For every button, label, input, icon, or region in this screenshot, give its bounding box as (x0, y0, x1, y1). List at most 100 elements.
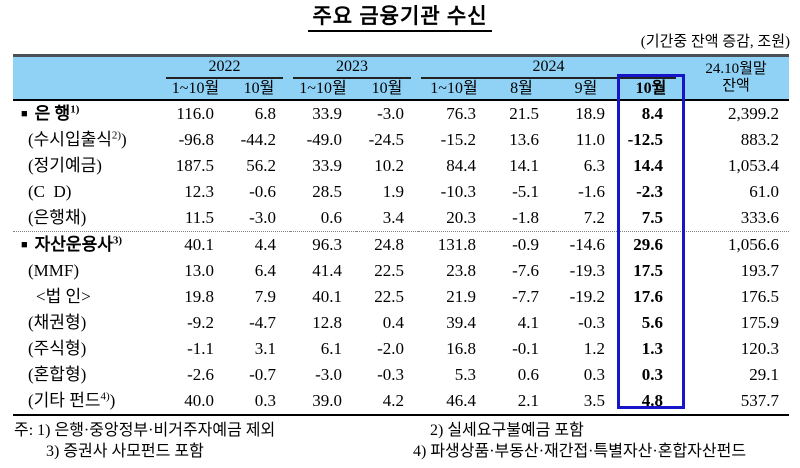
table-row: (수시입출식2)) -96.8 -44.2 -49.0 -24.5 -15.2 13.6 11… (13, 127, 789, 153)
cell-value: 22.5 (374, 287, 404, 306)
cell-value: 39.4 (446, 313, 476, 332)
cell-value: 12.3 (184, 182, 214, 201)
cell-value: 18.9 (575, 104, 605, 123)
cell-value: 33.9 (312, 156, 342, 175)
cell-balance: 176.5 (740, 287, 779, 306)
cell-october-highlight: 1.3 (641, 339, 663, 358)
cell-value: -19.2 (569, 287, 605, 306)
cell-value: 76.3 (446, 104, 476, 123)
cell-value: 116.0 (176, 104, 214, 123)
cell-value: 3.4 (382, 208, 404, 227)
cell-value: 41.4 (312, 261, 342, 280)
cell-october-highlight: 7.5 (641, 208, 663, 227)
row-label: (채권형) (13, 310, 163, 336)
cell-value: 22.5 (374, 261, 404, 280)
row-label: (주식형) (13, 336, 163, 362)
cell-value: 16.8 (446, 339, 476, 358)
cell-value: -96.8 (178, 130, 214, 149)
year-label: 2024 (421, 57, 676, 79)
year-label: 2022 (166, 57, 283, 79)
cell-value: 6.3 (583, 156, 605, 175)
cell-october-highlight: 17.5 (633, 261, 663, 280)
footnote-ref: 3) (112, 234, 123, 247)
table-row: ■ 자산운용사3) 40.1 4.4 96.3 24.8 131.8 -0.9 -14.6 29.… (13, 231, 789, 258)
month-header: 9월 (553, 79, 619, 101)
cell-value: 4.2 (356, 388, 418, 416)
cell-value: 13.6 (509, 130, 539, 149)
cell-value: 28.5 (312, 182, 342, 201)
footnote-ref: 1) (70, 103, 80, 116)
table-row: ■ 은 행1) 116.0 6.8 33.9 -3.0 76.3 21.5 18.9 8.4 2,3… (13, 100, 789, 127)
row-label: (MMF) (13, 258, 163, 284)
cell-balance: 120.3 (740, 339, 779, 358)
cell-value: -7.6 (512, 261, 539, 280)
row-label: ■ 자산운용사3) (13, 231, 163, 258)
row-label-text: (은행채) (28, 208, 87, 227)
cell-value: 46.4 (418, 388, 490, 416)
cell-value: -4.7 (249, 313, 276, 332)
cell-value: 33.9 (312, 104, 342, 123)
table-row: (채권형) -9.2 -4.7 12.8 0.4 39.4 4.1 -0.3 5.6 175.9 (13, 310, 789, 336)
cell-value: -14.6 (553, 231, 619, 258)
cell-value: 23.8 (446, 261, 476, 280)
cell-value: 39.0 (290, 388, 356, 416)
cell-value: 13.0 (184, 261, 214, 280)
month-header: 10월 (228, 79, 290, 101)
table-row: (MMF) 13.0 6.4 41.4 22.5 23.8 -7.6 -19.3 17.5 193… (13, 258, 789, 284)
cell-value: -1.8 (512, 208, 539, 227)
cell-october-highlight: 5.6 (641, 313, 663, 332)
cell-value: 40.1 (312, 287, 342, 306)
cell-balance: 1,056.6 (683, 231, 789, 258)
cell-value: 21.5 (509, 104, 539, 123)
row-label-text: (혼합형) (28, 365, 87, 384)
cell-balance: 175.9 (740, 313, 779, 332)
table-row: (기타 펀드4)) 40.0 0.3 39.0 4.2 46.4 2.1 3.5 4.8 537.… (13, 388, 789, 416)
row-label: (은행채) (13, 205, 163, 232)
month-header-highlighted: 10월 (619, 79, 683, 101)
balance-header-line2: 잔액 (722, 78, 750, 94)
cell-value: -0.1 (512, 339, 539, 358)
cell-value: 24.8 (356, 231, 418, 258)
footnote-line-1: 주: 1) 은행·중앙정부·비거주자예금 제외 2) 실세요구불예금 포함 (14, 420, 800, 441)
cell-value: 20.3 (446, 208, 476, 227)
cell-value: -3.0 (315, 365, 342, 384)
cell-october-highlight: -2.3 (636, 182, 663, 201)
row-label-text: <법 인> (36, 287, 91, 306)
cell-value: -5.1 (512, 182, 539, 201)
cell-value: 1.2 (583, 339, 605, 358)
cell-value: 10.2 (374, 156, 404, 175)
footnote-3: 3) 증권사 사모펀드 포함 (46, 443, 204, 460)
table-row: (주식형) -1.1 3.1 6.1 -2.0 16.8 -0.1 1.2 1.3 120.3 (13, 336, 789, 362)
month-header: 1~10월 (290, 79, 356, 101)
cell-value: 4.1 (517, 313, 539, 332)
deposits-table-wrap: 2022 2023 2024 24.10월말 잔액 1~10월 (13, 54, 789, 416)
row-label-suffix: ) (121, 130, 127, 149)
cell-value: 2.1 (490, 388, 553, 416)
unit-note: (기간중 잔액 증감, 조원) (640, 34, 790, 50)
cell-value: -0.6 (249, 182, 276, 201)
cell-balance: 2,399.2 (728, 104, 779, 123)
cell-value: 3.1 (254, 339, 276, 358)
footnote-ref: 2) (111, 129, 122, 142)
cell-value: 11.0 (575, 130, 605, 149)
cell-value: 7.9 (254, 287, 276, 306)
table-row: (혼합형) -2.6 -0.7 -3.0 -0.3 5.3 0.6 0.3 0.3 29.1 (13, 362, 789, 388)
row-label: ■ 은 행1) (13, 100, 163, 127)
cell-value: 3.5 (553, 388, 619, 416)
year-2024: 2024 (418, 55, 683, 79)
cell-balance: 193.7 (740, 261, 779, 280)
cell-october-highlight: 4.8 (619, 388, 683, 416)
cell-value: 0.6 (517, 365, 539, 384)
cell-value: 84.4 (446, 156, 476, 175)
cell-october-highlight: 8.4 (641, 104, 663, 123)
footnote-ref: 4) (100, 390, 110, 403)
cell-value: 40.0 (163, 388, 228, 416)
cell-value: 19.8 (184, 287, 214, 306)
year-2023: 2023 (290, 55, 418, 79)
row-label-suffix: ) (109, 391, 116, 410)
cell-value: -9.2 (187, 313, 214, 332)
cell-value: 11.5 (184, 208, 214, 227)
row-label: (기타 펀드4)) (13, 388, 163, 416)
corner-cell (13, 55, 163, 79)
